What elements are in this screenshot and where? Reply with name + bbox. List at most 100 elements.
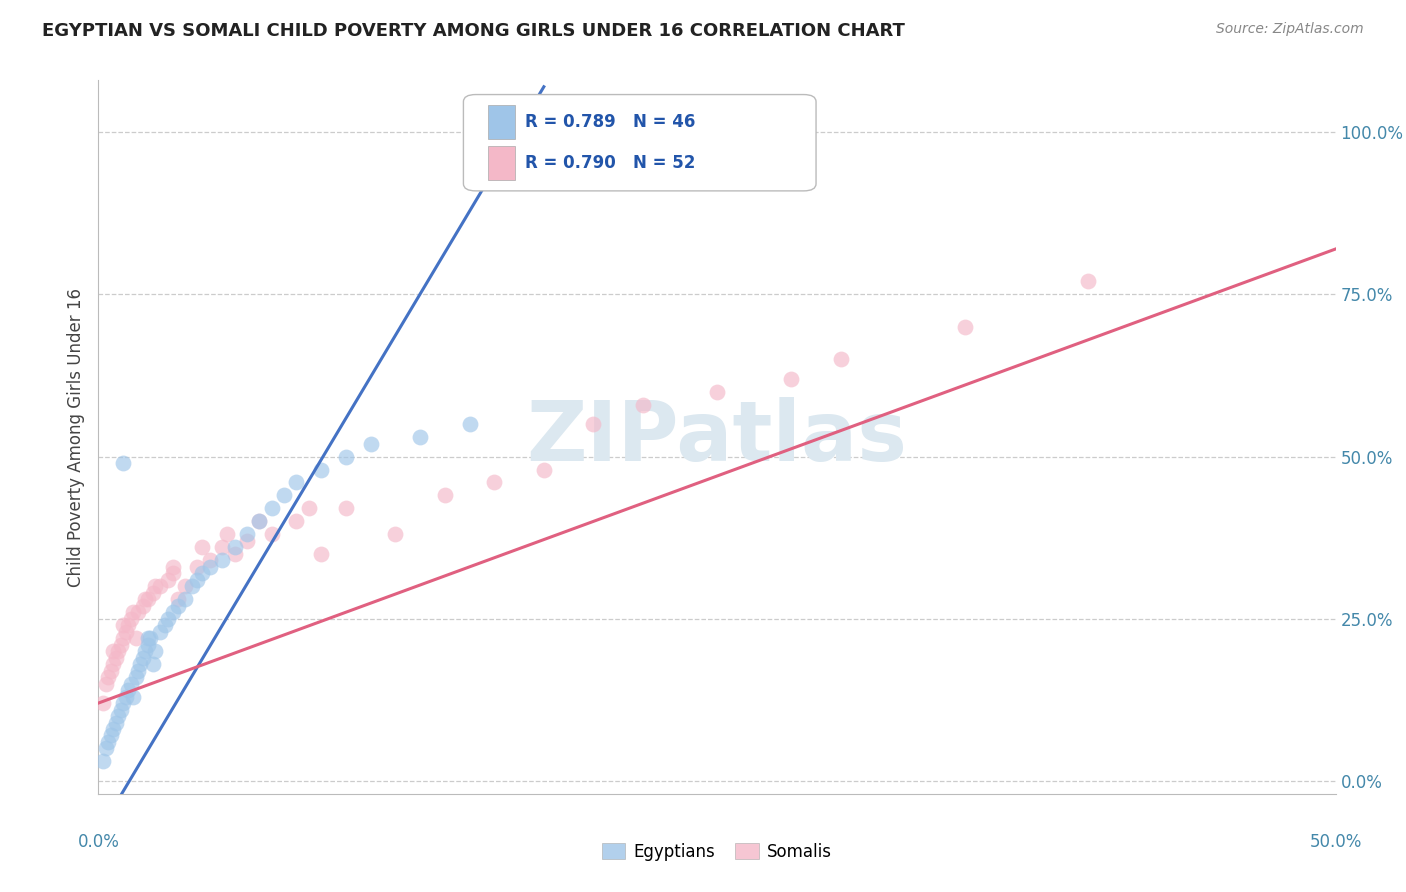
Point bbox=[97, 735, 120, 749]
Point bbox=[247, 515, 270, 529]
Point bbox=[224, 547, 246, 561]
Point bbox=[273, 488, 295, 502]
Text: Source: ZipAtlas.com: Source: ZipAtlas.com bbox=[1216, 22, 1364, 37]
Point bbox=[117, 683, 139, 698]
Point bbox=[236, 533, 259, 548]
Point bbox=[122, 605, 145, 619]
Point bbox=[142, 586, 165, 600]
Point bbox=[186, 573, 208, 587]
Point bbox=[127, 605, 149, 619]
Point bbox=[156, 573, 179, 587]
Point bbox=[132, 650, 155, 665]
Point bbox=[100, 664, 122, 678]
Point bbox=[217, 527, 239, 541]
Point bbox=[166, 599, 188, 613]
Point bbox=[198, 553, 221, 567]
FancyBboxPatch shape bbox=[488, 105, 516, 139]
Point bbox=[94, 676, 117, 690]
Point bbox=[1077, 274, 1099, 288]
Text: 0.0%: 0.0% bbox=[77, 833, 120, 851]
Point bbox=[582, 417, 605, 431]
Point bbox=[103, 644, 125, 658]
Point bbox=[458, 417, 481, 431]
Point bbox=[139, 631, 162, 645]
Point bbox=[247, 515, 270, 529]
FancyBboxPatch shape bbox=[464, 95, 815, 191]
Point bbox=[93, 696, 115, 710]
Text: R = 0.790   N = 52: R = 0.790 N = 52 bbox=[526, 154, 696, 172]
Point bbox=[94, 741, 117, 756]
Point bbox=[162, 605, 184, 619]
Point bbox=[298, 501, 321, 516]
Point bbox=[830, 352, 852, 367]
Point bbox=[211, 541, 233, 555]
Text: ZIPatlas: ZIPatlas bbox=[527, 397, 907, 477]
Point bbox=[117, 618, 139, 632]
Point bbox=[780, 372, 803, 386]
Point bbox=[631, 398, 654, 412]
Point bbox=[260, 501, 283, 516]
Point bbox=[409, 430, 432, 444]
Point bbox=[309, 547, 332, 561]
Point bbox=[136, 638, 159, 652]
Point bbox=[484, 475, 506, 490]
Point bbox=[260, 527, 283, 541]
Point bbox=[285, 475, 308, 490]
Point bbox=[143, 644, 166, 658]
Point bbox=[309, 462, 332, 476]
Point bbox=[162, 559, 184, 574]
Point bbox=[149, 579, 172, 593]
Point bbox=[120, 676, 142, 690]
Point bbox=[156, 612, 179, 626]
Point bbox=[236, 527, 259, 541]
Point bbox=[124, 631, 146, 645]
Point bbox=[112, 631, 135, 645]
Point bbox=[706, 384, 728, 399]
Point bbox=[120, 612, 142, 626]
Point bbox=[112, 456, 135, 470]
Point bbox=[433, 488, 456, 502]
Point bbox=[155, 618, 177, 632]
Point bbox=[104, 715, 127, 730]
Point bbox=[129, 657, 152, 672]
Point bbox=[136, 631, 159, 645]
Point bbox=[124, 670, 146, 684]
Point bbox=[112, 696, 135, 710]
Point bbox=[112, 618, 135, 632]
Point bbox=[162, 566, 184, 581]
Point bbox=[181, 579, 204, 593]
Text: R = 0.789   N = 46: R = 0.789 N = 46 bbox=[526, 113, 696, 131]
Point bbox=[174, 579, 197, 593]
Point bbox=[174, 592, 197, 607]
Point bbox=[224, 541, 246, 555]
Point bbox=[533, 462, 555, 476]
Point bbox=[198, 559, 221, 574]
Point bbox=[186, 559, 208, 574]
Point bbox=[127, 664, 149, 678]
Point bbox=[134, 644, 156, 658]
Text: EGYPTIAN VS SOMALI CHILD POVERTY AMONG GIRLS UNDER 16 CORRELATION CHART: EGYPTIAN VS SOMALI CHILD POVERTY AMONG G… bbox=[42, 22, 905, 40]
Point bbox=[136, 592, 159, 607]
Point bbox=[166, 592, 188, 607]
Point bbox=[100, 729, 122, 743]
Point bbox=[211, 553, 233, 567]
Point bbox=[110, 702, 132, 716]
Point bbox=[384, 527, 406, 541]
Point bbox=[103, 722, 125, 736]
Legend: Egyptians, Somalis: Egyptians, Somalis bbox=[595, 837, 839, 868]
Point bbox=[134, 592, 156, 607]
Point bbox=[360, 436, 382, 450]
Point bbox=[335, 501, 357, 516]
Point bbox=[122, 690, 145, 704]
Y-axis label: Child Poverty Among Girls Under 16: Child Poverty Among Girls Under 16 bbox=[66, 287, 84, 587]
FancyBboxPatch shape bbox=[488, 146, 516, 180]
Point bbox=[97, 670, 120, 684]
Point bbox=[335, 450, 357, 464]
Point bbox=[142, 657, 165, 672]
Text: 50.0%: 50.0% bbox=[1309, 833, 1362, 851]
Point bbox=[143, 579, 166, 593]
Point bbox=[149, 624, 172, 639]
Point bbox=[114, 690, 136, 704]
Point bbox=[107, 709, 129, 723]
Point bbox=[103, 657, 125, 672]
